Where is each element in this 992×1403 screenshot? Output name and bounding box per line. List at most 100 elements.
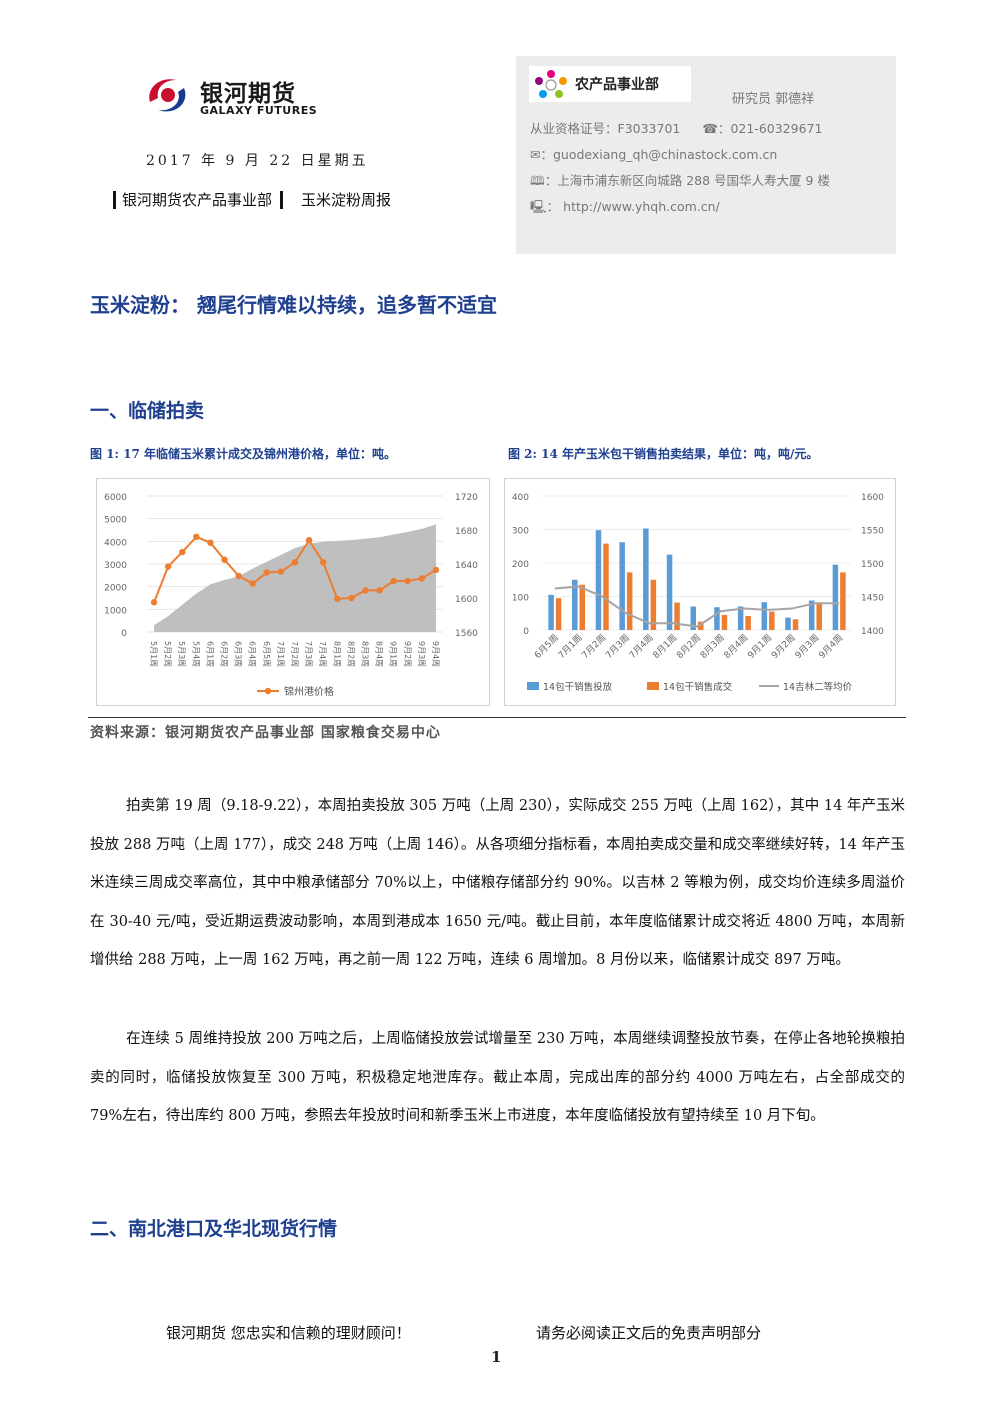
- x-axis-tick: 9月3周: [417, 641, 426, 667]
- left-axis-tick: 200: [512, 560, 529, 570]
- x-axis-tick: 9月2周: [769, 632, 798, 661]
- source-divider: [88, 717, 906, 718]
- phone-number: ☎：021-60329671: [702, 121, 823, 136]
- supply-bar: [785, 617, 791, 630]
- deal-bar: [650, 579, 657, 630]
- x-axis-tick: 8月2周: [675, 632, 704, 661]
- supply-bar: [595, 530, 602, 630]
- deal-bar: [840, 572, 846, 630]
- data-source: 资料来源：银河期货农产品事业部 国家粮食交易中心: [90, 725, 441, 741]
- supply-bar: [808, 600, 815, 630]
- deal-bar: [579, 584, 586, 630]
- right-axis-tick: 1720: [455, 493, 478, 503]
- price-point: [404, 577, 411, 585]
- x-axis-tick: 5月3周: [177, 641, 186, 667]
- figure-2-caption: 图 2: 14 年产玉米包干销售拍卖结果，单位：吨，吨/元。: [508, 447, 819, 461]
- x-axis-tick: 6月3周: [234, 641, 243, 667]
- report-name: 玉米淀粉周报: [301, 191, 392, 209]
- x-axis-tick: 9月2周: [403, 641, 412, 667]
- paragraph-2: 在连续 5 周维持投放 200 万吨之后，上周临储投放尝试增量至 230 万吨，…: [90, 1031, 905, 1124]
- x-axis-tick: 6月4周: [248, 641, 257, 667]
- page-number: 1: [491, 1348, 502, 1366]
- x-axis-tick: 7月1周: [556, 632, 585, 661]
- dept-name: 银河期货农产品事业部: [122, 191, 273, 209]
- x-axis-tick: 8月4周: [722, 632, 751, 661]
- deal-bar: [721, 614, 728, 630]
- x-axis-tick: 5月1周: [149, 641, 158, 667]
- price-point: [348, 594, 355, 602]
- deal-bar: [603, 543, 609, 630]
- supply-bar: [761, 602, 768, 630]
- supply-bar: [643, 528, 649, 630]
- supply-bar: [832, 564, 839, 630]
- section-heading-auction: 一、临储拍卖: [90, 400, 205, 422]
- supply-bar: [690, 606, 696, 630]
- x-axis-tick: 9月1周: [389, 641, 398, 667]
- left-axis-tick: 3000: [104, 561, 127, 571]
- contact-box: 农产品事业部 研究员 郭德祥 从业资格证号：F3033701 ☎：021-6032…: [516, 56, 896, 254]
- x-axis-tick: 9月4周: [431, 641, 440, 667]
- website-link[interactable]: 🖳： http://www.yhqh.com.cn/: [530, 199, 720, 214]
- x-axis-tick: 6月1周: [205, 641, 214, 667]
- chart-1-container: 6000 5000 4000 3000 2000 1000 0 1720 1680 1640 160…: [96, 478, 490, 706]
- price-point: [390, 577, 397, 585]
- galaxy-futures-logo: 银河期货 GALAXY FUTURES: [142, 70, 332, 120]
- x-axis-tick: 7月3周: [304, 641, 313, 667]
- x-axis-tick: 6月5周: [262, 641, 271, 667]
- x-axis-tick: 6月2周: [220, 641, 229, 667]
- price-point: [277, 568, 285, 575]
- left-axis-tick: 1000: [104, 606, 127, 616]
- x-axis-tick: 9月3周: [793, 632, 822, 661]
- deal-bar: [626, 572, 633, 630]
- price-point: [334, 595, 341, 603]
- left-axis-tick: 0: [121, 629, 127, 639]
- logo-chinese-text: 银河期货: [200, 81, 296, 107]
- x-axis-tick: 7月2周: [580, 632, 609, 661]
- legend-label: 14包干销售成交: [663, 681, 733, 693]
- footer-disclaimer: 请务必阅读正文后的免责声明部分: [536, 1324, 762, 1342]
- dept-logo-text: 农产品事业部: [575, 77, 659, 93]
- right-axis-tick: 1400: [861, 627, 884, 637]
- price-point: [418, 575, 426, 582]
- x-axis-tick: 7月1周: [276, 641, 285, 667]
- x-axis-tick: 6月5周: [532, 632, 561, 661]
- price-point: [207, 539, 214, 546]
- price-point: [362, 587, 369, 594]
- email-address[interactable]: ✉：guodexiang_qh@chinastock.com.cn: [530, 147, 778, 162]
- right-axis-tick: 1450: [861, 594, 884, 604]
- report-title: 玉米淀粉： 翘尾行情难以持续，追多暂不适宜: [90, 293, 497, 317]
- supply-bar: [737, 606, 744, 630]
- price-point: [249, 580, 256, 587]
- left-axis-tick: 2000: [104, 584, 127, 594]
- right-axis-tick: 1680: [455, 527, 478, 537]
- right-axis-tick: 1600: [455, 595, 478, 605]
- logo-english-text: GALAXY FUTURES: [200, 104, 318, 117]
- price-point: [376, 587, 383, 594]
- legend-label: 14吉林二等均价: [783, 681, 853, 693]
- galaxy-logo-icon: [149, 79, 186, 112]
- legend-marker-icon: [264, 687, 272, 695]
- price-point: [150, 599, 158, 606]
- price-point: [291, 559, 299, 566]
- dept-line: 银河期货农产品事业部 玉米淀粉周报: [113, 189, 391, 210]
- left-axis-tick: 100: [512, 594, 529, 604]
- x-axis-tick: 9月4周: [817, 632, 846, 661]
- supply-bar: [619, 542, 625, 630]
- office-address: 🕮：上海市浦东新区向城路 288 号国华人寿大厦 9 楼: [530, 173, 830, 188]
- x-axis-tick: 8月2周: [346, 641, 355, 667]
- report-date: 2017 年 9 月 22 日星期五: [146, 153, 369, 169]
- x-axis-tick: 7月3周: [603, 632, 632, 661]
- left-axis-tick: 5000: [104, 516, 127, 526]
- x-axis-tick: 5月4周: [191, 641, 200, 667]
- deal-bar: [769, 611, 775, 630]
- price-point: [235, 572, 242, 580]
- divider-bar: [280, 190, 284, 209]
- figure-1-caption: 图 1: 17 年临储玉米累计成交及锦州港价格，单位：吨。: [90, 447, 397, 461]
- left-axis-tick: 400: [512, 493, 529, 503]
- dept-logo: 农产品事业部: [529, 66, 691, 102]
- right-axis-tick: 1640: [455, 561, 478, 571]
- x-axis-tick: 5月2周: [163, 641, 172, 667]
- price-point: [179, 548, 186, 556]
- deal-bar: [698, 621, 704, 630]
- x-axis-tick: 9月1周: [746, 632, 775, 661]
